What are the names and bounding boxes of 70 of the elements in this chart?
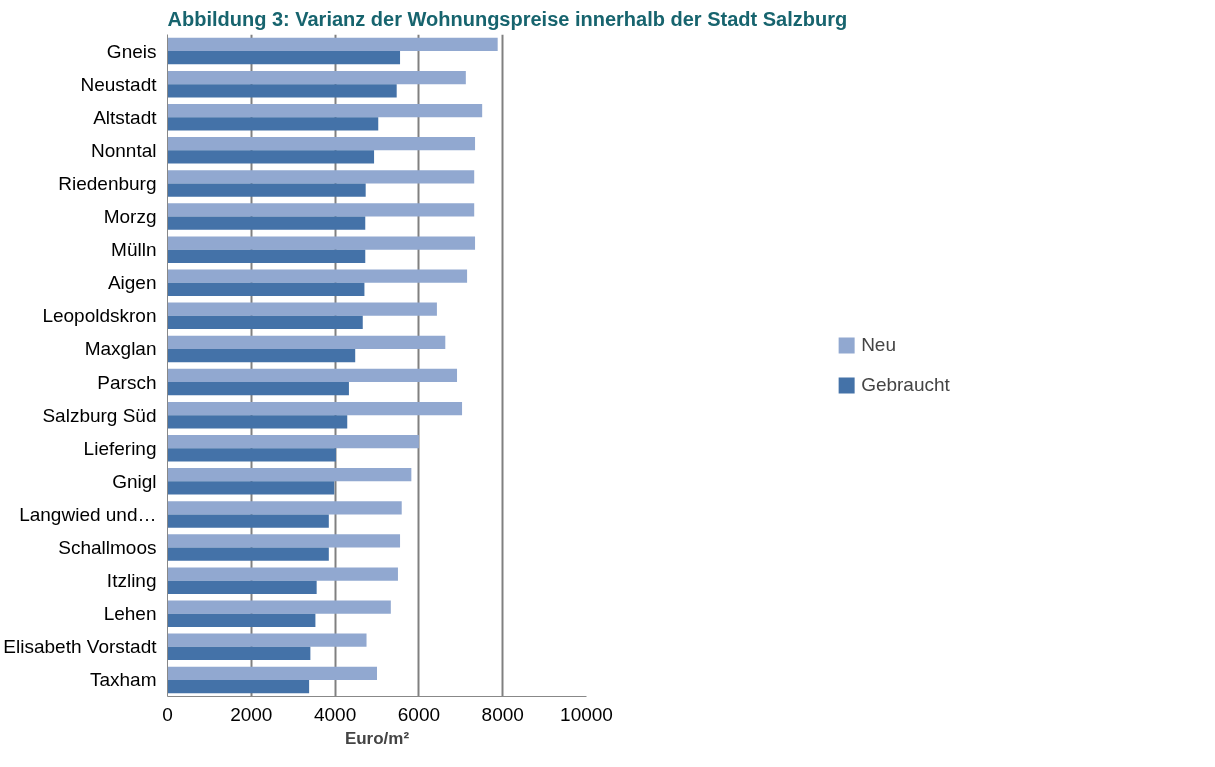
y-tick-label: Taxham [89,669,157,691]
bar [167,104,483,118]
bar [167,137,476,151]
y-tick-label: Neustadt [80,73,158,95]
y-tick-label: Lehen [103,603,157,625]
y-tick-label: Morzg [103,206,157,228]
bar [167,150,375,164]
bar [167,382,349,396]
bar [167,666,377,680]
bar [167,368,458,383]
y-tick-label: Liefering [83,437,157,459]
bar [167,269,468,283]
bar [167,481,335,495]
bar [167,633,367,647]
y-tick-label: Langwied und… [19,503,157,525]
bar [167,302,437,316]
x-tick-label: 4000 [313,703,357,725]
bar [167,348,356,363]
chart-title: Abbildung 3: Varianz der Wohnungspreise innerhalb der Stadt Salzburg [167,7,848,30]
bar [167,216,366,230]
x-tick-label: 2000 [230,703,273,725]
bar [167,415,348,429]
bar [167,547,329,561]
bar [167,203,475,217]
bar [167,70,466,85]
bar [167,183,366,197]
y-tick-label: Gneis [106,40,157,62]
y-tick-label: Maxglan [84,338,157,360]
bar [167,315,363,330]
bar [167,679,310,694]
bar [167,468,412,482]
bar [167,501,402,515]
bar [167,249,366,263]
bar [167,435,419,449]
y-tick-label: Parsch [97,371,157,393]
x-tick-label: 0 [162,703,173,725]
y-tick-label: Aigen [107,272,157,294]
bar [167,580,317,594]
x-tick-label: 8000 [481,703,524,725]
bar [167,335,446,349]
x-tick-label: 10000 [560,703,613,725]
y-tick-label: Riedenburg [58,172,157,194]
bar [167,567,398,581]
bar [167,613,316,627]
y-tick-label: Nonntal [91,139,157,161]
bar [167,282,365,296]
bar [167,401,463,416]
bar [167,514,329,528]
y-tick-label: Leopoldskron [42,305,157,327]
y-tick-label: Mülln [111,239,157,261]
bar [167,534,401,548]
legend-label: Gebraucht [861,374,950,396]
bar [167,236,476,250]
bar [167,84,397,98]
bar [167,170,475,184]
bar [167,117,379,131]
bar [167,37,498,52]
x-tick-label: 6000 [397,703,441,725]
y-tick-label: Schallmoos [58,537,157,559]
legend-label: Neu [861,334,896,356]
y-tick-label: Itzling [106,570,157,592]
bar [167,448,336,462]
bar [167,646,311,661]
y-tick-label: Gnigl [112,470,157,492]
x-axis-title: Euro/m² [344,728,410,748]
y-tick-label: Salzburg Süd [42,404,157,426]
y-tick-label: Altstadt [93,106,158,128]
bar [167,51,401,65]
bar [167,600,391,614]
y-tick-label: Elisabeth Vorstadt [3,636,158,658]
